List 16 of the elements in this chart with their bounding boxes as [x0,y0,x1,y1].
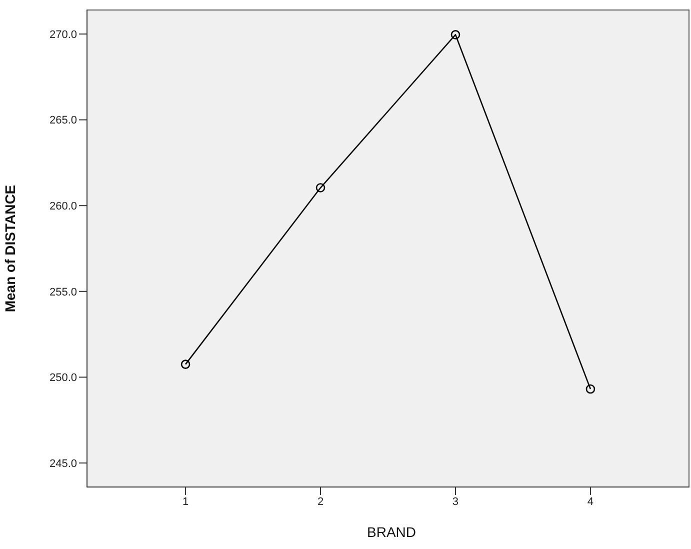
x-tick-label: 2 [317,496,324,508]
y-tick-label: 255.0 [49,286,77,298]
point [180,360,190,369]
x-axis-title: BRAND [367,524,416,540]
x-tick-label: 1 [182,496,189,508]
point [450,30,460,40]
y-axis-title: Mean of DISTANCE [2,184,18,312]
point [316,183,326,192]
y-tick-label: 270.0 [49,28,77,41]
point [586,384,596,394]
y-tick-label: 250.0 [49,372,77,384]
y-tick-label: 245.0 [49,458,77,470]
y-tick-label: 260.0 [49,200,77,213]
y-tick-label: 265.0 [49,114,77,127]
x-tick-label: 4 [587,496,594,508]
x-tick-label: 3 [452,496,459,508]
